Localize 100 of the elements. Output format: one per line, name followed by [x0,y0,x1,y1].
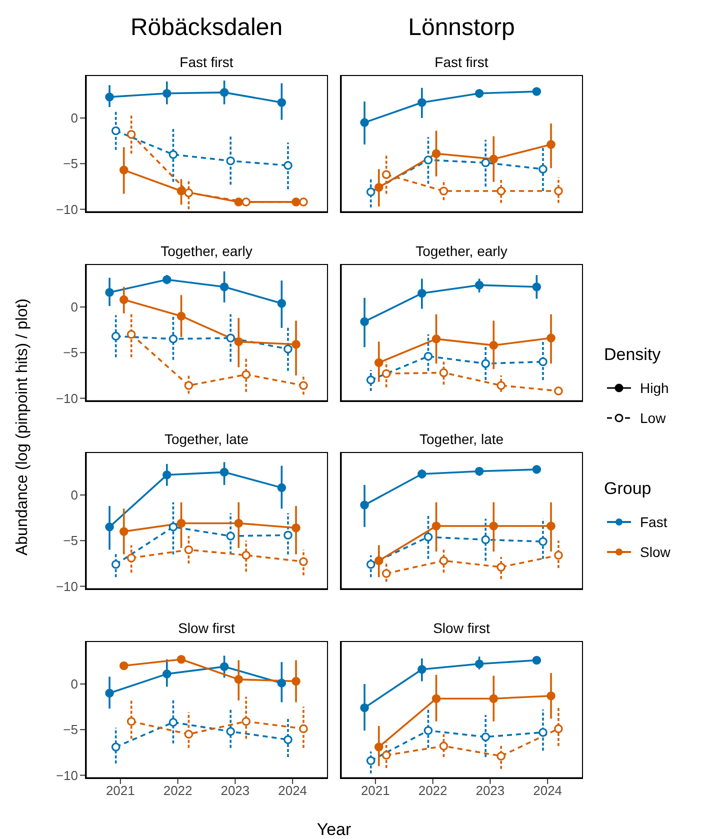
chart-subtitle: Fast first [434,54,490,70]
point [538,164,548,174]
point [366,756,376,766]
chart-title: Röbäcksdalen [129,14,284,42]
point [226,156,235,166]
y-axis-title: Abundance (log (pinpoint hits) / plot) [14,297,32,558]
point [277,483,286,492]
point [424,532,433,542]
point [366,560,376,569]
point [374,556,384,566]
point [111,126,120,136]
point [532,656,542,665]
point [242,717,250,726]
point [439,556,448,566]
y-tick-label: −10 [56,768,78,783]
point [284,735,292,744]
y-tick-label: 0 [70,676,78,692]
point [432,149,441,158]
point [360,118,369,127]
point [292,198,300,206]
point [292,676,300,686]
point [234,337,244,346]
point [496,562,506,572]
point [220,468,229,477]
chart-subtitle: Fast first [178,54,234,70]
point [532,282,542,292]
point [277,298,286,308]
point [162,470,172,480]
point [496,752,506,760]
point [277,98,286,107]
point [360,317,369,326]
point [168,718,178,727]
point [432,334,441,344]
y-tick-label: −5 [63,156,78,172]
point [374,182,384,192]
point [168,522,178,532]
point [474,280,484,290]
point [111,332,120,341]
point [374,358,384,368]
x-tick-label: 2024 [278,783,308,798]
point [366,188,376,196]
point [184,381,194,390]
point [184,730,194,739]
point [242,198,250,206]
point [546,691,556,700]
point [532,87,542,96]
point [554,550,563,560]
point [162,88,172,98]
point [538,357,548,366]
point [481,732,490,742]
point [299,381,308,390]
point [496,381,506,390]
point [184,188,194,198]
y-tick-label: 0 [70,488,78,503]
y-tick-label: −5 [63,722,78,738]
y-tick-label: 0 [70,300,78,315]
point [162,275,172,284]
y-tick-label: −10 [56,202,78,217]
point [105,688,114,698]
chart-subtitle: Together, early [414,243,508,259]
point [481,535,490,544]
y-tick-label: 0 [70,110,78,126]
point [481,158,490,168]
x-tick-label: 2021 [106,783,135,798]
point [126,554,136,562]
point [418,288,426,298]
point [360,500,369,510]
y-tick-label: −5 [63,533,78,548]
y-tick-label: −10 [56,390,78,406]
point [176,518,186,528]
x-tick-label: 2021 [360,783,390,798]
point [382,170,391,179]
point [168,334,178,344]
point [284,530,292,540]
point [284,161,292,170]
point [119,295,128,304]
point [432,694,441,703]
point [234,518,244,528]
point [226,532,235,540]
point [119,661,128,670]
chart-subtitle: Slow first [432,620,491,636]
legend-label: Slow [640,544,670,560]
point [176,186,186,196]
point [481,359,490,368]
point [226,334,235,342]
point [424,352,433,361]
x-tick-label: 2023 [476,783,505,798]
point [360,703,369,712]
x-tick-label: 2022 [418,783,448,798]
point [432,522,441,530]
point [226,727,235,736]
point [424,726,433,735]
point [532,465,542,474]
point [546,334,556,342]
point [299,724,308,734]
text: Low [640,410,666,426]
point [554,386,563,396]
legend-label: Fast [640,514,668,530]
point [546,522,556,530]
point [299,198,308,206]
